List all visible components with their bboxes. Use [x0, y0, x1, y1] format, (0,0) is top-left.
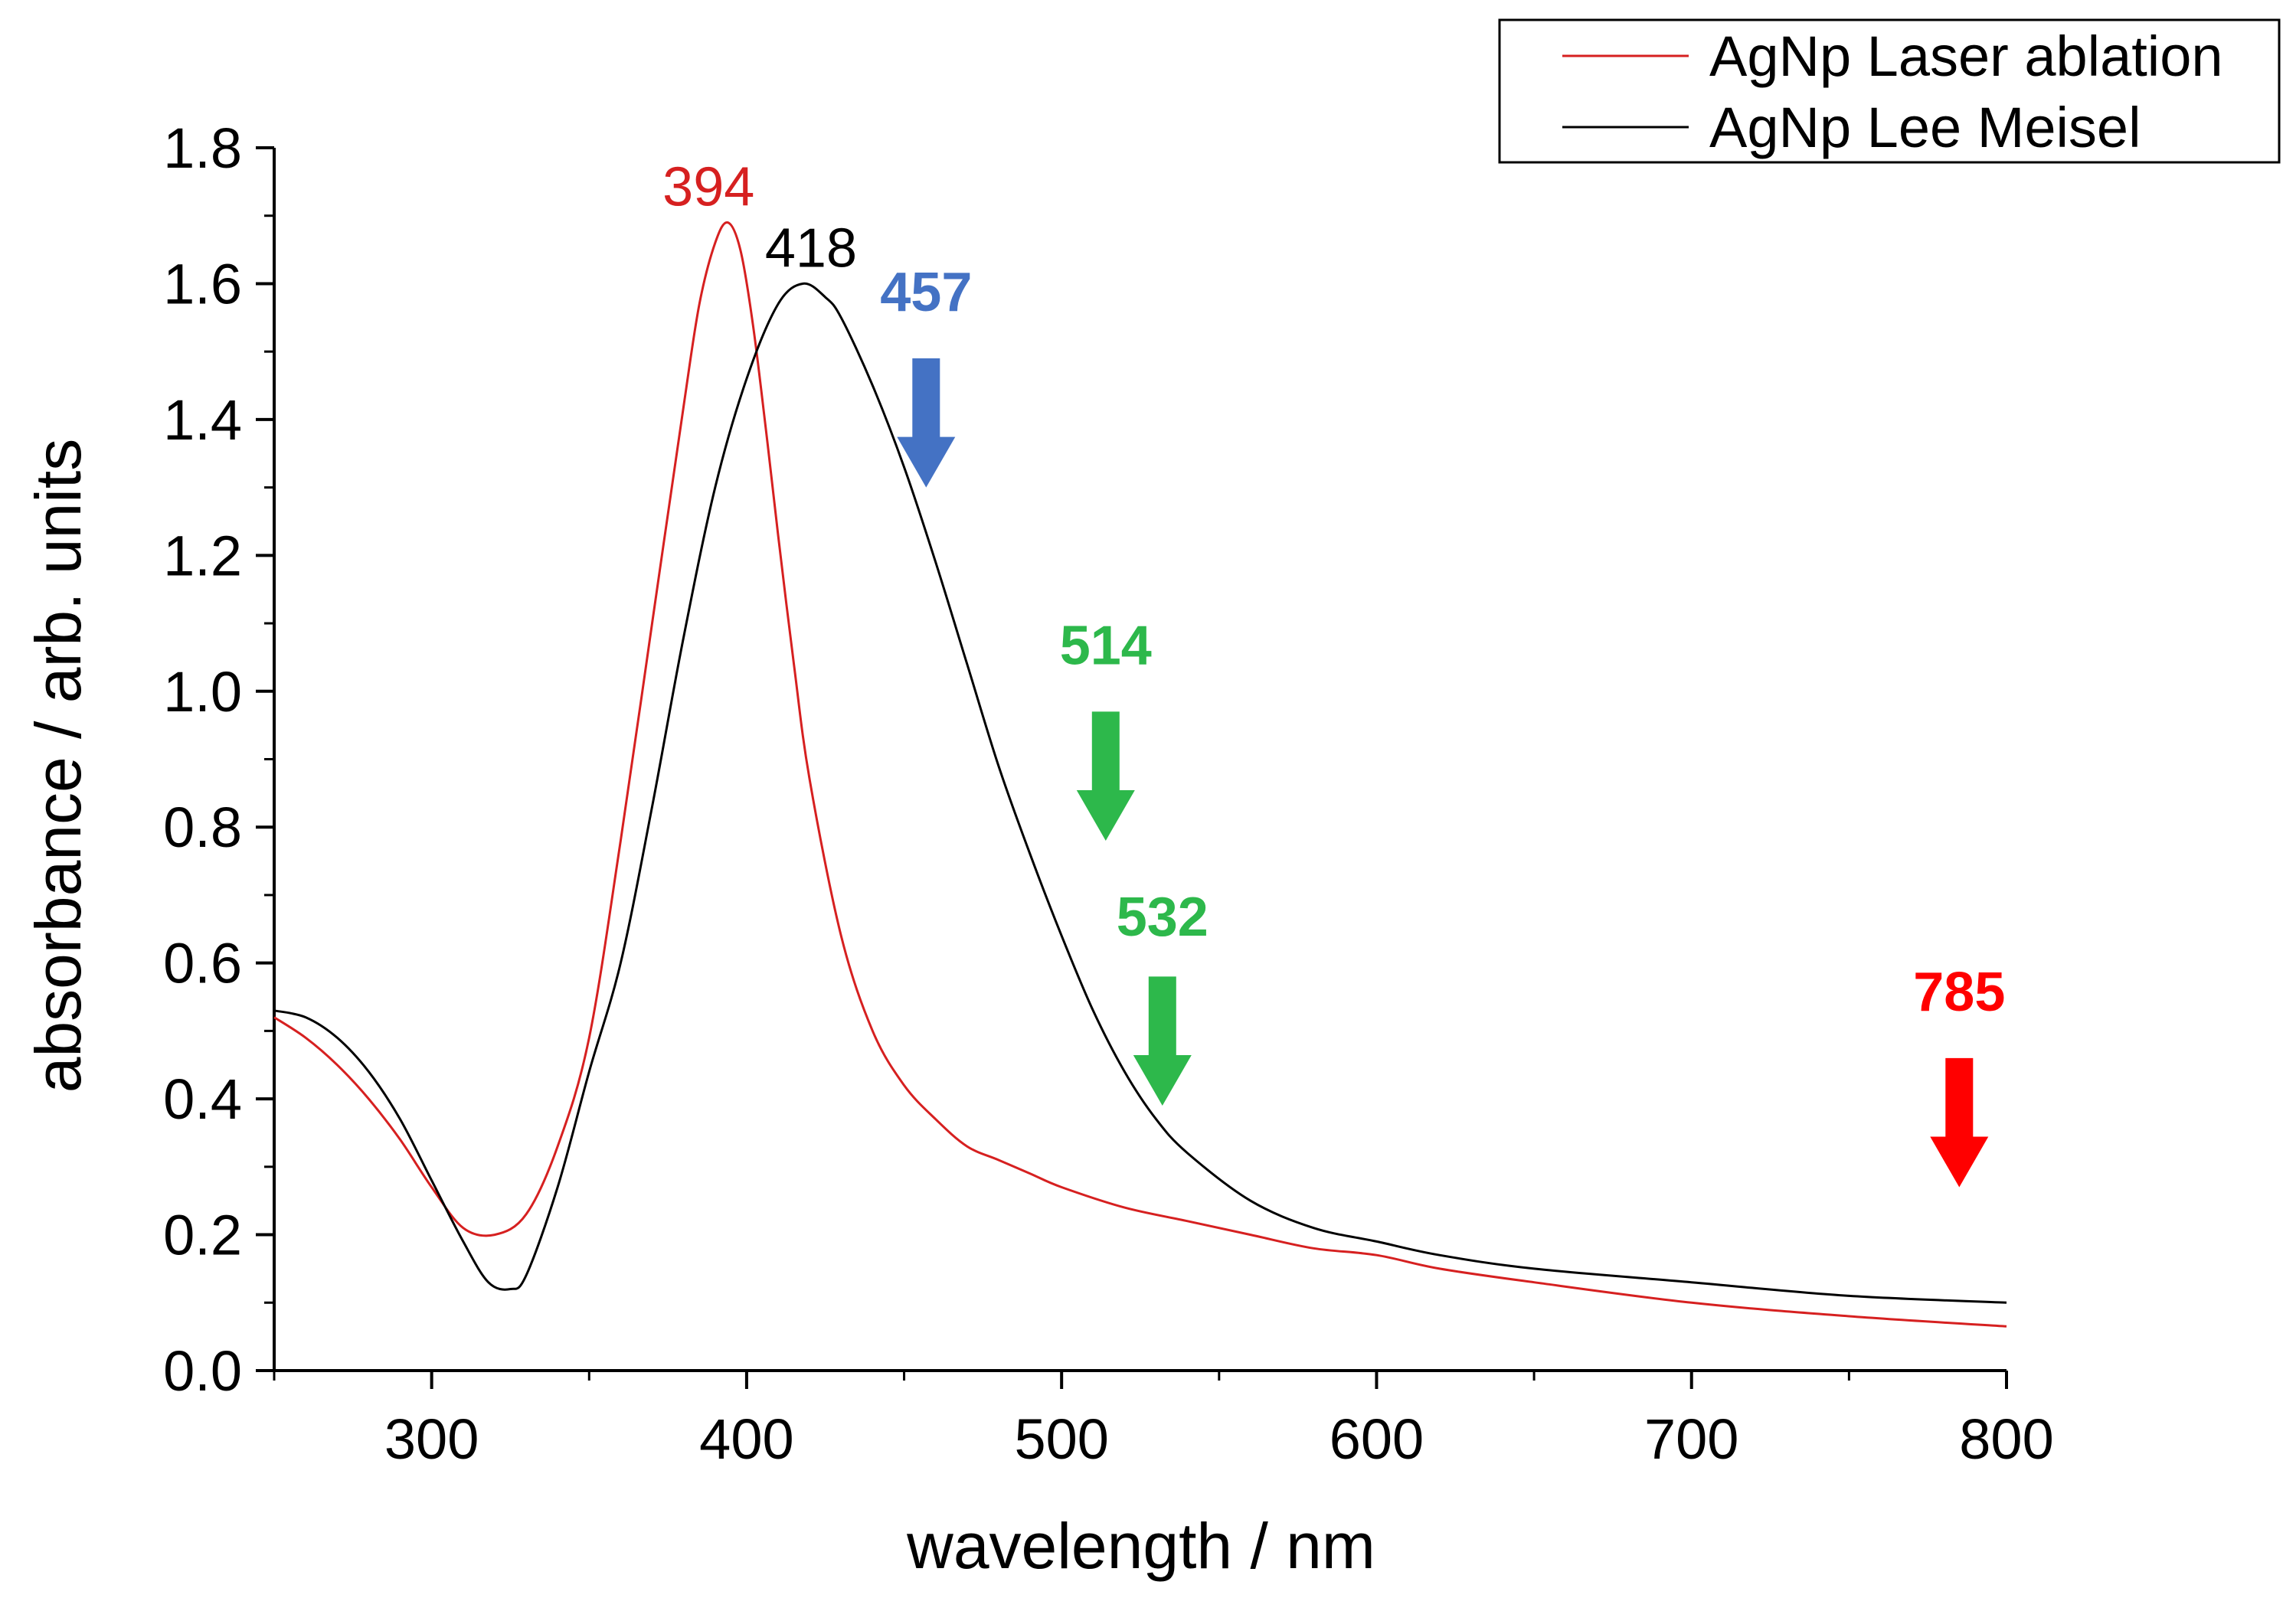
- y-tick-label: 0.0: [163, 1339, 242, 1403]
- laser-label-532: 532: [1117, 887, 1209, 948]
- y-tick-label: 0.4: [163, 1067, 242, 1131]
- y-tick-label: 1.6: [163, 252, 242, 315]
- x-tick-label: 800: [1959, 1407, 2053, 1471]
- peak-label-418: 418: [765, 217, 857, 279]
- laser-arrow-457-icon: [897, 358, 956, 488]
- laser-label-785: 785: [1913, 962, 2005, 1023]
- y-tick-label: 0.6: [163, 932, 242, 995]
- x-tick-label: 500: [1014, 1407, 1108, 1471]
- laser-arrow-785-icon: [1930, 1057, 1989, 1188]
- y-tick-label: 1.8: [163, 116, 242, 180]
- legend: AgNp Laser ablation AgNp Lee Meisel: [1498, 18, 2281, 164]
- series-layer: [273, 221, 2007, 1328]
- y-tick-label: 1.2: [163, 524, 242, 587]
- laser-arrow-532-icon: [1133, 976, 1192, 1106]
- legend-label-laser-ablation: AgNp Laser ablation: [1709, 25, 2223, 88]
- legend-label-lee-meisel: AgNp Lee Meisel: [1709, 96, 2141, 159]
- x-ticks: 300 400 500 600 700 800: [273, 1371, 2054, 1471]
- y-tick-label: 1.4: [163, 388, 242, 452]
- peak-label-394: 394: [662, 157, 754, 218]
- legend-box: [1498, 18, 2281, 164]
- y-tick-label: 0.2: [163, 1204, 242, 1267]
- x-tick-label: 300: [384, 1407, 479, 1471]
- series-line-laser-ablation: [273, 221, 2007, 1328]
- y-tick-label: 0.8: [163, 796, 242, 859]
- laser-label-457: 457: [880, 262, 972, 323]
- y-tick-label: 1.0: [163, 660, 242, 724]
- y-axis-title: absorbance / arb. units: [22, 439, 94, 1093]
- x-tick-label: 400: [699, 1407, 793, 1471]
- y-ticks: 0.0 0.2 0.4 0.6 0.8 1.0 1.2 1.4 1.6 1.8: [163, 116, 274, 1403]
- laser-arrow-514-icon: [1076, 711, 1135, 841]
- laser-label-514: 514: [1060, 615, 1152, 676]
- x-tick-label: 600: [1330, 1407, 1424, 1471]
- x-axis-title: wavelength / nm: [906, 1510, 1375, 1582]
- series-line-lee-meisel: [273, 282, 2007, 1304]
- x-tick-label: 700: [1644, 1407, 1738, 1471]
